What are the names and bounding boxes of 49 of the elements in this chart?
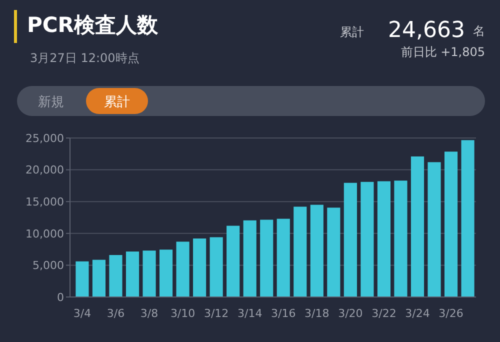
bar [193, 238, 206, 297]
text: 前日比 +1,805 [400, 45, 485, 59]
bar [176, 242, 190, 297]
bar [226, 226, 240, 297]
x-tick-label: 3/24 [405, 307, 430, 320]
bar [410, 156, 424, 297]
x-tick-label: 3/22 [372, 307, 396, 320]
bar [394, 180, 408, 297]
bar [142, 250, 156, 297]
x-tick-label: 3/6 [106, 307, 125, 320]
y-tick-label: 20,000 [26, 164, 64, 177]
y-tick-label: 10,000 [26, 227, 64, 240]
text: 累計 [340, 25, 364, 39]
bar [260, 220, 274, 297]
bar [76, 261, 89, 297]
x-tick-label: 3/4 [73, 307, 92, 320]
y-tick-label: 0 [57, 290, 64, 304]
bar [310, 204, 324, 297]
bar [276, 218, 290, 297]
selected-tab: 累計 [86, 88, 148, 114]
x-tick-label: 3/10 [170, 307, 196, 320]
x-tick-label: 3/26 [438, 307, 464, 320]
text: 24,663 [388, 18, 465, 43]
bar [377, 181, 391, 297]
bar [294, 206, 307, 297]
x-tick-label: 3/20 [338, 307, 363, 320]
bar [428, 162, 441, 297]
bar [360, 182, 374, 297]
bar [344, 182, 357, 297]
chart-subtitle: 3月27日 12:00時点 [30, 51, 140, 65]
bar [126, 252, 140, 297]
chart-title: PCR検査人数 [27, 13, 159, 37]
x-tick-label: 3/12 [204, 307, 229, 320]
bar [92, 260, 106, 297]
x-tick-label: 3/16 [271, 307, 296, 320]
x-tick-label: 3/18 [304, 307, 330, 320]
bar [327, 208, 340, 297]
y-tick-label: 25,000 [26, 132, 64, 145]
bar [159, 250, 173, 297]
x-tick-label: 3/8 [140, 307, 158, 320]
y-tick-label: 5,000 [32, 259, 64, 272]
bar [461, 140, 474, 297]
bar [109, 255, 122, 297]
bar [243, 220, 256, 297]
x-tick-label: 3/14 [238, 307, 262, 320]
text: 名 [473, 24, 485, 38]
y-tick-label: 15,000 [26, 195, 64, 208]
bar [210, 237, 223, 297]
bar [444, 152, 458, 297]
